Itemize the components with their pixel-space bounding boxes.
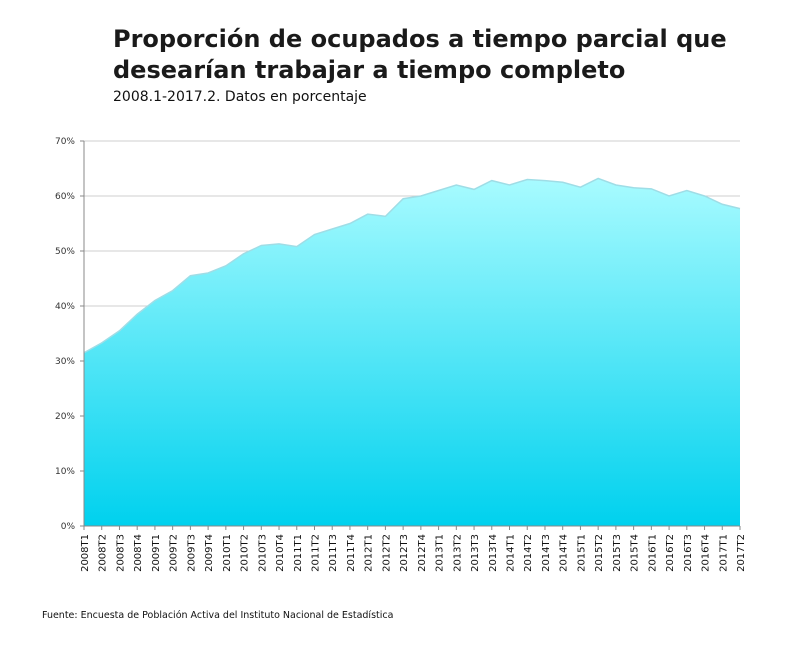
- x-tick-label: 2010T2: [240, 534, 251, 572]
- x-tick-label: 2014T4: [559, 534, 570, 572]
- x-tick-label: 2016T4: [701, 534, 712, 572]
- x-tick-label: 2008T3: [115, 534, 126, 572]
- x-tick-label: 2015T3: [612, 534, 623, 572]
- x-tick-label: 2013T3: [470, 534, 481, 572]
- x-tick-label: 2013T1: [435, 534, 446, 572]
- x-tick-label: 2011T3: [328, 534, 339, 572]
- x-tick-label: 2009T3: [186, 534, 197, 572]
- area-outline: [83, 177, 741, 354]
- area-series: [83, 177, 741, 526]
- y-tick-label: 10%: [55, 467, 75, 477]
- x-tick-label: 2011T2: [310, 534, 321, 572]
- x-tick-label: 2011T1: [293, 534, 304, 572]
- x-tick-label: 2017T1: [718, 534, 729, 572]
- source-note: Fuente: Encuesta de Población Activa del…: [42, 610, 394, 621]
- x-tick-label: 2017T2: [736, 534, 747, 572]
- x-tick-label: 2011T4: [346, 534, 357, 572]
- x-tick-label: 2009T1: [151, 534, 162, 572]
- y-tick-label: 40%: [55, 302, 75, 312]
- chart-title: Proporción de ocupados a tiempo parcial …: [113, 25, 727, 84]
- x-tick-label: 2016T3: [683, 534, 694, 572]
- x-tick-label: 2013T4: [488, 534, 499, 572]
- x-axis-ticks: 2008T1 2008T2 2008T3 2008T4 2009T1 2009T2 2009…: [80, 526, 747, 572]
- x-tick-label: 2008T1: [80, 534, 91, 572]
- y-tick-label: 30%: [55, 357, 75, 367]
- area-chart: 0%10%20%30%40%50%60%70% 2008T1 2008T2 2008…: [55, 137, 747, 572]
- x-tick-label: 2016T2: [665, 534, 676, 572]
- x-tick-label: 2012T1: [364, 534, 375, 572]
- axes: [83, 141, 740, 527]
- x-tick-label: 2014T3: [541, 534, 552, 572]
- x-tick-label: 2012T3: [399, 534, 410, 572]
- y-axis-ticks: 0% 10% 20% 30% 40% 50% 60% 70%: [55, 137, 84, 532]
- x-tick-label: 2010T1: [222, 534, 233, 572]
- y-tick-label: 20%: [55, 412, 75, 422]
- y-tick-label: 70%: [55, 137, 75, 147]
- x-tick-label: 2009T4: [204, 534, 215, 572]
- x-tick-label: 2008T4: [133, 534, 144, 572]
- x-tick-label: 2015T1: [576, 534, 587, 572]
- area-fill: [84, 178, 740, 526]
- x-tick-label: 2013T2: [452, 534, 463, 572]
- x-tick-label: 2015T4: [630, 534, 641, 572]
- x-tick-label: 2010T4: [275, 534, 286, 572]
- y-tick-label: 60%: [55, 192, 75, 202]
- x-tick-label: 2016T1: [647, 534, 658, 572]
- y-tick-label: 50%: [55, 247, 75, 257]
- x-tick-label: 2010T3: [257, 534, 268, 572]
- x-tick-label: 2014T2: [523, 534, 534, 572]
- x-tick-label: 2015T2: [594, 534, 605, 572]
- y-tick-label: 0%: [61, 522, 76, 532]
- x-tick-label: 2012T4: [417, 534, 428, 572]
- chart-subtitle: 2008.1-2017.2. Datos en porcentaje: [113, 89, 367, 105]
- x-tick-label: 2012T2: [381, 534, 392, 572]
- x-tick-label: 2009T2: [169, 534, 180, 572]
- x-tick-label: 2014T1: [506, 534, 517, 572]
- x-tick-label: 2008T2: [98, 534, 109, 572]
